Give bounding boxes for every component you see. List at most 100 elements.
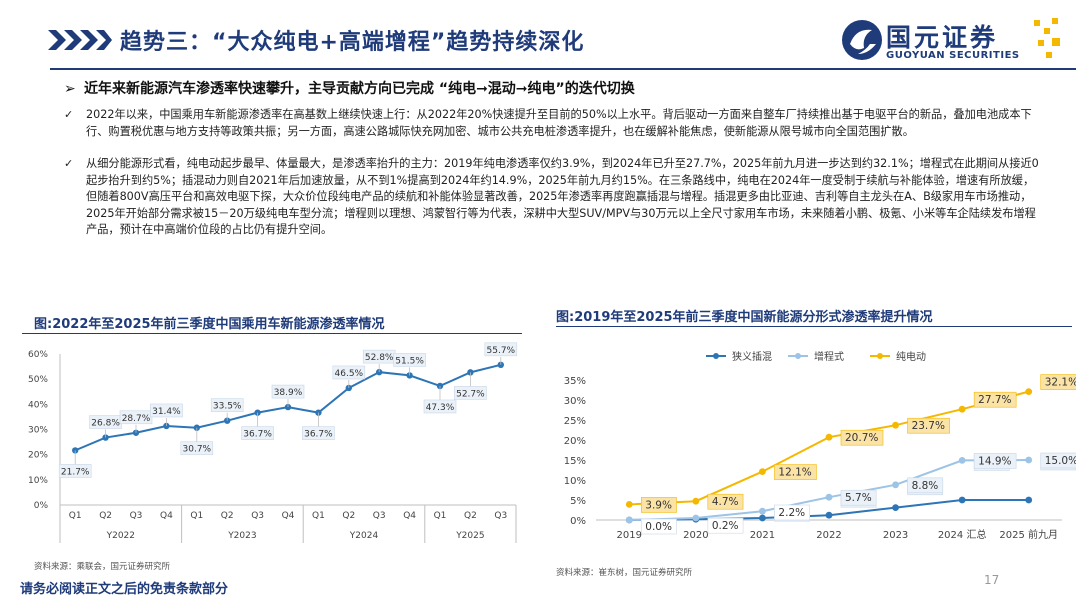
legend-label: 增程式 [814, 350, 844, 363]
year-group-label: Y2024 [349, 531, 379, 541]
data-label: 0.2% [712, 520, 739, 532]
x-tick-label: Q1 [69, 511, 82, 521]
data-label-box [640, 518, 677, 535]
y-tick-label: 60% [28, 350, 48, 360]
data-label: 38.9% [274, 388, 303, 398]
data-label: 15.0% [1045, 455, 1076, 467]
data-label: 51.5% [395, 356, 424, 366]
data-point [825, 511, 833, 519]
legend-marker [795, 353, 801, 359]
year-group-label: Y2025 [455, 531, 484, 541]
data-label-box [58, 464, 92, 478]
data-label-box [484, 342, 518, 357]
data-point [958, 457, 966, 464]
guoyuan-logo-icon [842, 18, 1060, 60]
data-point [892, 421, 899, 429]
data-point [892, 481, 899, 489]
x-tick-label: Q3 [494, 511, 507, 521]
data-point [467, 369, 474, 376]
x-tick-label: 2021 [750, 530, 775, 541]
chart-1-title-underline [22, 333, 522, 334]
logo-chinese-name: 国元证券 [886, 23, 999, 52]
data-label: 28.7% [122, 414, 151, 424]
data-label-box [1040, 452, 1076, 469]
series-line-erev [629, 459, 1029, 521]
data-label-box [150, 403, 183, 418]
data-label: 20.7% [845, 432, 878, 444]
data-label: 3.9% [645, 499, 672, 511]
y-tick-label: 5% [570, 496, 586, 507]
data-point [958, 496, 966, 504]
data-label: 0.0% [645, 521, 672, 533]
chart-2-title: 图:2019年至2025年前三季度中国新能源分形式渗透率提升情况 [556, 310, 933, 325]
data-point [692, 497, 700, 505]
data-label: 52.8% [365, 353, 394, 363]
x-tick-label: Q1 [312, 511, 325, 521]
data-label-box [302, 426, 335, 440]
data-point [759, 468, 766, 475]
data-label: 23.7% [912, 420, 945, 432]
data-label: 12.1% [778, 467, 811, 479]
bullet-text: 从细分能源形式看，纯电动起步最早、体量最大，是渗透率抬升的主力：2019年纯电渗… [86, 157, 1039, 236]
data-label-box [241, 426, 274, 440]
data-point [625, 516, 633, 524]
y-tick-label: 15% [564, 456, 586, 467]
data-label: 26.8% [91, 419, 120, 429]
y-tick-label: 10% [28, 476, 48, 486]
data-label-box [907, 417, 950, 434]
x-tick-label: Q2 [99, 511, 112, 521]
data-label-box [973, 391, 1017, 408]
x-tick-label: 2024 汇总 [938, 528, 987, 541]
data-label: 36.7% [243, 430, 272, 440]
data-point [1025, 496, 1033, 504]
data-label-box [210, 398, 244, 412]
bullet-text: 2022年以来，中国乘用车新能源渗透率在高基数上继续快速上行：从2022年20%… [86, 108, 1032, 138]
data-label-box [907, 477, 944, 494]
data-point [825, 433, 833, 441]
data-label: 55.7% [487, 346, 516, 356]
x-tick-label: Q3 [373, 511, 386, 521]
data-label-box [1040, 374, 1076, 390]
data-label: 30.7% [183, 445, 212, 455]
x-tick-label: Q3 [251, 511, 264, 521]
data-point [759, 507, 766, 515]
data-label: 31.4% [152, 407, 181, 417]
x-tick-label: Q1 [190, 511, 203, 521]
x-tick-label: 2023 [883, 530, 908, 541]
data-label-box [180, 441, 214, 456]
y-tick-label: 20% [28, 451, 48, 461]
disclaimer-link[interactable]: 请务必阅读正文之后的免责条款部分 [20, 582, 229, 597]
legend-label: 纯电动 [896, 350, 926, 363]
x-tick-label: Q4 [160, 511, 173, 521]
data-label: 32.1% [1045, 377, 1076, 389]
chart-2-title-underline [556, 326, 1072, 327]
data-point [625, 501, 633, 508]
chart-2-source: 资料来源：崔东树，国元证券研究所 [556, 568, 693, 578]
x-tick-label: 2025 前九月 [999, 528, 1058, 541]
data-label: 27.7% [978, 394, 1011, 406]
year-group-label: Y2022 [106, 531, 135, 541]
data-point [284, 403, 292, 411]
data-point [759, 514, 766, 522]
data-label: 36.7% [304, 430, 333, 440]
headline: ➢ 近年来新能源汽车渗透率快速攀升，主导贡献方向已完成 “纯电➞混动➞纯电”的迭代… [64, 78, 635, 98]
x-tick-label: 2020 [683, 530, 708, 541]
chart-1-source: 资料来源：乘联会，国元证券研究所 [34, 562, 171, 572]
data-point [163, 422, 170, 430]
page-title: 趋势三：“大众纯电+高端增程”趋势持续深化 [120, 30, 585, 55]
series-line-bev [629, 390, 1029, 506]
data-point [102, 434, 109, 441]
arrow-bullet-icon: ➢ [64, 81, 76, 97]
bullet-paragraph: ✓ 2022年以来，中国乘用车新能源渗透率在高基数上继续快速上行：从2022年2… [64, 107, 1044, 157]
x-tick-label: Q3 [130, 511, 143, 521]
data-label-box [774, 464, 817, 480]
legend-label: 狭义插混 [732, 350, 772, 363]
bullet-paragraph: ✓ 从细分能源形式看，纯电动起步最早、体量最大，是渗透率抬升的主力：2019年纯… [64, 156, 1044, 256]
x-tick-label: Q4 [282, 511, 295, 521]
y-tick-label: 25% [564, 416, 586, 427]
data-label: 21.7% [61, 467, 90, 477]
data-point [1025, 388, 1033, 395]
year-group-label: Y2023 [227, 531, 256, 541]
data-label: 14.9% [978, 455, 1011, 467]
chart-1-penetration-line-chart: 0% 10% 20% 30% 40% 50% 60% Q1 Q2 Q3 Q4 Q1 Q2 Q3 Q4 Q1 Q2… [28, 342, 518, 543]
